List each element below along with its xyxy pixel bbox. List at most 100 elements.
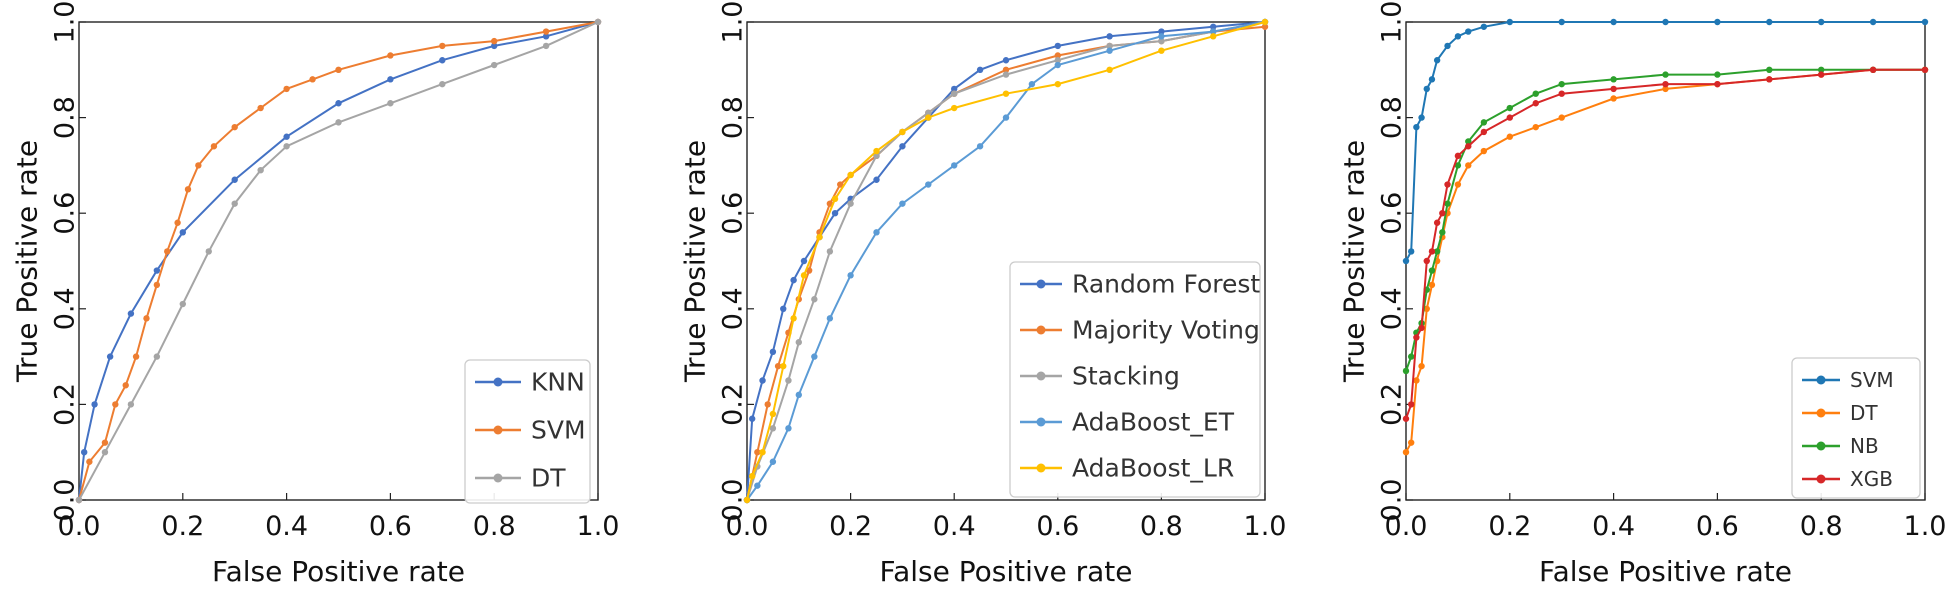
legend-swatch-marker <box>1036 463 1046 473</box>
data-point <box>795 339 802 346</box>
x-axis-label: False Positive rate <box>880 555 1133 588</box>
y-tick-label: 0.2 <box>50 383 81 426</box>
data-point <box>1423 85 1430 93</box>
data-point <box>831 195 839 203</box>
y-tick-label: 0.0 <box>718 479 749 522</box>
data-point <box>1158 47 1165 54</box>
plot-frame <box>746 21 1266 501</box>
data-point <box>1766 18 1773 26</box>
data-point <box>1402 257 1410 265</box>
legend-entry-label: DT <box>531 464 566 493</box>
data-point <box>387 76 394 83</box>
data-point <box>491 42 498 50</box>
data-point <box>1402 449 1410 456</box>
legend-box <box>464 359 591 504</box>
data-point <box>1506 18 1514 26</box>
data-point <box>387 52 394 59</box>
data-point <box>1439 229 1446 236</box>
data-point <box>1158 37 1165 45</box>
data-point <box>1433 248 1441 255</box>
data-point <box>80 449 88 456</box>
data-point <box>951 104 958 112</box>
data-point <box>542 33 550 40</box>
data-point <box>1610 85 1617 93</box>
data-point <box>143 315 150 322</box>
data-point <box>873 229 880 236</box>
data-point <box>1532 90 1539 97</box>
data-point <box>1465 143 1472 150</box>
data-point <box>1428 76 1436 83</box>
data-point <box>1454 181 1462 188</box>
data-point <box>1413 334 1420 341</box>
data-point <box>759 377 766 384</box>
x-tick-label: 0.4 <box>933 511 976 542</box>
data-point <box>1002 57 1010 64</box>
x-tick-label: 0.2 <box>829 511 872 542</box>
data-point <box>1418 114 1425 121</box>
x-tick-label: 0.8 <box>1140 511 1183 542</box>
data-point <box>1418 362 1425 370</box>
data-point <box>873 176 880 183</box>
data-point <box>831 210 839 217</box>
data-point <box>1714 80 1721 88</box>
data-point <box>1454 33 1462 40</box>
data-point <box>1210 23 1217 30</box>
data-point <box>132 353 140 360</box>
data-point <box>283 133 290 140</box>
data-point <box>1054 42 1062 50</box>
x-axis-label: False Positive rate <box>212 555 465 588</box>
series-xgb <box>1402 66 1929 422</box>
x-tick-label: 0.0 <box>726 511 769 542</box>
data-point <box>101 439 109 446</box>
legend-swatch-marker <box>1816 474 1826 484</box>
data-point <box>1106 33 1113 40</box>
data-point <box>1506 114 1514 121</box>
y-tick-label: 0.6 <box>1377 192 1408 235</box>
data-point <box>153 267 161 274</box>
data-point <box>785 425 792 432</box>
data-point <box>837 181 844 188</box>
data-point <box>1433 57 1441 64</box>
legend-entry-label: NB <box>1850 434 1879 458</box>
data-point <box>1407 248 1415 255</box>
y-tick-label: 1.0 <box>1377 1 1408 44</box>
data-point <box>335 100 342 107</box>
data-point <box>1261 18 1269 26</box>
legend-entry-label: DT <box>1850 401 1878 425</box>
data-point <box>1818 18 1825 26</box>
data-point <box>1407 353 1415 360</box>
data-point <box>1402 367 1410 375</box>
data-point <box>112 401 119 408</box>
data-point <box>1054 52 1062 59</box>
data-point <box>1465 162 1472 169</box>
legend-box <box>1009 261 1261 498</box>
data-point <box>899 200 906 207</box>
data-point <box>811 296 818 303</box>
y-tick-label: 0.0 <box>1377 479 1408 522</box>
data-point <box>439 42 446 50</box>
data-point <box>1818 66 1825 74</box>
x-tick-label: 0.2 <box>161 511 204 542</box>
legend-entry-label: KNN <box>531 368 585 397</box>
x-tick-label: 1.0 <box>1904 511 1946 542</box>
data-point <box>231 123 238 131</box>
data-point <box>764 401 771 408</box>
y-tick-label: 0.4 <box>50 287 81 330</box>
legend: KNN SVM DT <box>464 359 591 504</box>
y-tick-label: 0.6 <box>50 192 81 235</box>
data-point <box>335 119 342 126</box>
data-point <box>179 229 186 236</box>
data-point <box>1869 18 1877 26</box>
legend-entry-label: Stacking <box>1072 362 1180 391</box>
data-point <box>1423 305 1430 312</box>
data-point <box>1506 133 1514 140</box>
legend-entry-label: SVM <box>531 416 586 445</box>
chart-panel-1: 0.0 0.2 0.4 0.6 0.8 1.0 0.0 0.2 0.4 0.6 0.8 1.0 Fals… <box>11 1 620 588</box>
data-point <box>899 143 906 150</box>
data-point <box>1610 18 1617 26</box>
x-tick-label: 0.0 <box>58 511 101 542</box>
y-axis-label: True Positive rate <box>679 140 712 383</box>
data-point <box>335 66 342 74</box>
data-point <box>800 257 808 265</box>
data-point <box>179 300 186 308</box>
